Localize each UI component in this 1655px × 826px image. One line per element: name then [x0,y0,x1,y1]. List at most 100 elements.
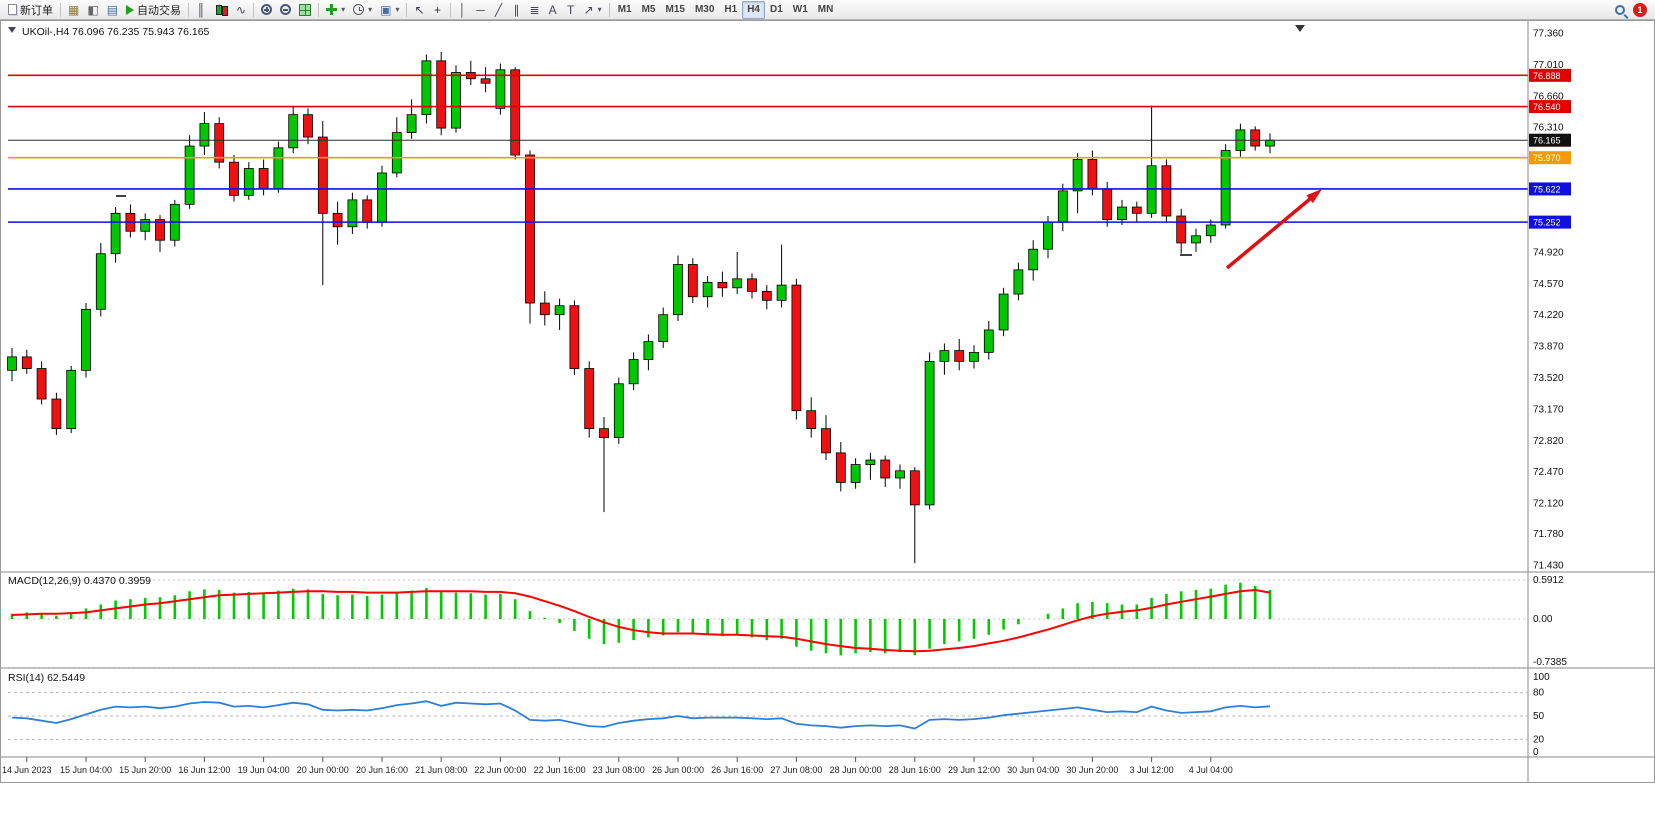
vertical-line-icon[interactable]: │ [458,2,467,17]
price-tick-label: 73.870 [1533,342,1564,353]
chart-shift-marker[interactable] [1295,25,1305,32]
tf-m1-button[interactable]: M1 [617,4,632,15]
time-tick-label: 26 Jun 00:00 [652,765,704,775]
tf-h4-button[interactable]: H4 [742,0,765,19]
toolbar-sep [318,2,320,17]
zoom-in-icon[interactable] [257,1,276,19]
time-tick-label: 15 Jun 20:00 [119,765,171,775]
dropdown-arrow-icon: ▾ [341,5,346,14]
price-tick-label: 74.920 [1533,247,1564,258]
rsi-scale-label: 50 [1533,711,1545,722]
main-toolbar: 新订单 ▦ ◧ ▤ 自动交易 ║ ∿ ▾ ▾ ▣ ▾ ↖ + │ ─ ╱ ∥ ≣ A T ↗ ▾ M1 M5 M15 M30 H1 H… [0,0,1655,20]
price-tick-label: 76.660 [1533,91,1564,102]
tf-m5-button[interactable]: M5 [641,4,656,15]
tf-mn-button[interactable]: MN [817,4,834,15]
macd-signal-line [11,588,1271,653]
price-tag [1529,68,1571,82]
price-tick-label: 76.310 [1533,123,1564,134]
toolbar-sep [449,2,451,17]
channel-icon[interactable]: ∥ [513,2,520,17]
price-tag-label: 75.970 [1533,153,1561,163]
new-order-button[interactable]: 新订单 [4,1,57,19]
arrow-head [1306,189,1322,204]
toolbar-sep [60,2,61,17]
line-chart-icon[interactable]: ∿ [236,2,247,17]
notifications-badge[interactable]: 1 [1633,2,1647,17]
cursor-icon[interactable]: ↖ [414,2,425,17]
candlestick-chart-icon[interactable] [210,1,232,19]
dropdown-arrow-icon: ▾ [395,5,400,14]
chart-window: 77.360 77.010 76.660 76.310 74.920 74.570 74.2… [0,20,1655,826]
text-icon[interactable]: A [548,2,557,17]
price-tag [1529,151,1571,165]
zoom-in-icon-glyph [261,4,273,15]
indicators-add-icon[interactable]: ▾ [322,1,349,19]
chart-canvas[interactable]: 77.360 77.010 76.660 76.310 74.920 74.570 74.2… [0,20,1655,826]
crosshair-icon[interactable]: + [434,2,442,17]
rsi-scale-label: 20 [1533,734,1545,745]
label-icon[interactable]: T [566,2,575,17]
rsi-scale-label: 0 [1533,747,1539,758]
time-tick-label: 19 Jun 04:00 [238,765,290,775]
time-tick-label: 23 Jun 08:00 [593,765,645,775]
data-window-icon[interactable]: ▦ [68,2,80,17]
time-tick-label: 15 Jun 04:00 [60,765,112,775]
price-tag [1529,215,1571,229]
tf-h1-button[interactable]: H1 [724,4,738,15]
tf-m15-button[interactable]: M15 [665,4,685,15]
auto-trading-icon [126,4,135,15]
price-tick-label: 72.820 [1533,436,1564,447]
time-tick-label: 4 Jul 04:00 [1189,765,1233,775]
time-tick-label: 29 Jun 12:00 [948,765,1000,775]
tf-w1-button[interactable]: W1 [792,4,808,15]
time-tick-label: 26 Jun 16:00 [711,765,763,775]
periods-icon-glyph [353,4,365,15]
price-scale[interactable]: 77.360 77.010 76.660 76.310 74.920 74.570 74.2… [1527,21,1571,782]
time-tick-label: 20 Jun 00:00 [297,765,349,775]
shapes-icon[interactable]: ↗ ▾ [583,2,602,17]
rsi-scale-label: 100 [1533,672,1550,683]
new-order-icon [8,4,17,15]
tile-windows-icon[interactable] [295,1,315,19]
search-icon[interactable] [1611,1,1629,19]
toolbar-sep [253,2,255,17]
rsi-line [11,700,1271,730]
tf-d1-button[interactable]: D1 [770,4,783,15]
time-tick-label: 20 Jun 16:00 [356,765,408,775]
macd-scale-label: 0.5912 [1533,575,1564,586]
one-click-trading-toggle[interactable] [8,27,16,33]
zoom-out-icon[interactable] [276,1,295,19]
time-scale[interactable]: 14 Jun 2023 15 Jun 04:00 15 Jun 20:00 16 Ju… [2,757,1233,775]
terminal-icon[interactable]: ▤ [106,2,119,17]
toolbar-sep [406,2,408,17]
toolbar-sep [608,2,610,17]
price-tag [1529,182,1571,196]
price-tag-label: 76.888 [1533,71,1561,81]
fibonacci-icon[interactable]: ≣ [529,2,540,17]
time-tick-label: 3 Jul 12:00 [1130,765,1174,775]
tf-m30-button[interactable]: M30 [694,4,715,15]
price-tag-label: 75.622 [1533,184,1561,194]
price-tag [1529,100,1571,114]
navigator-icon[interactable]: ◧ [87,2,99,17]
rsi-panel: 100 80 50 20 0 [8,672,1550,758]
rsi-scale-label: 80 [1533,688,1545,699]
templates-icon[interactable]: ▣ ▾ [380,2,400,17]
search-icon-glyph [1615,4,1625,15]
time-tick-label: 30 Jun 04:00 [1007,765,1059,775]
trend-arrow[interactable] [1225,189,1322,270]
trendline-icon[interactable]: ╱ [494,2,503,17]
time-tick-label: 27 Jun 08:00 [770,765,822,775]
tile-windows-icon-glyph [299,3,312,16]
price-tick-label: 73.520 [1533,373,1564,384]
time-tick-label: 16 Jun 12:00 [178,765,230,775]
time-tick-label: 22 Jun 00:00 [474,765,526,775]
toolbar-sep [188,2,190,17]
periods-icon[interactable]: ▾ [349,1,376,19]
price-tag-label: 75.252 [1533,218,1561,228]
horizontal-line-icon[interactable]: ─ [476,2,485,17]
bar-chart-icon[interactable]: ║ [196,2,206,17]
auto-trading-button[interactable]: 自动交易 [122,1,185,19]
macd-panel: 0.5912 0.00 -0.7385 [8,575,1567,669]
price-tick-label: 72.120 [1533,499,1564,510]
